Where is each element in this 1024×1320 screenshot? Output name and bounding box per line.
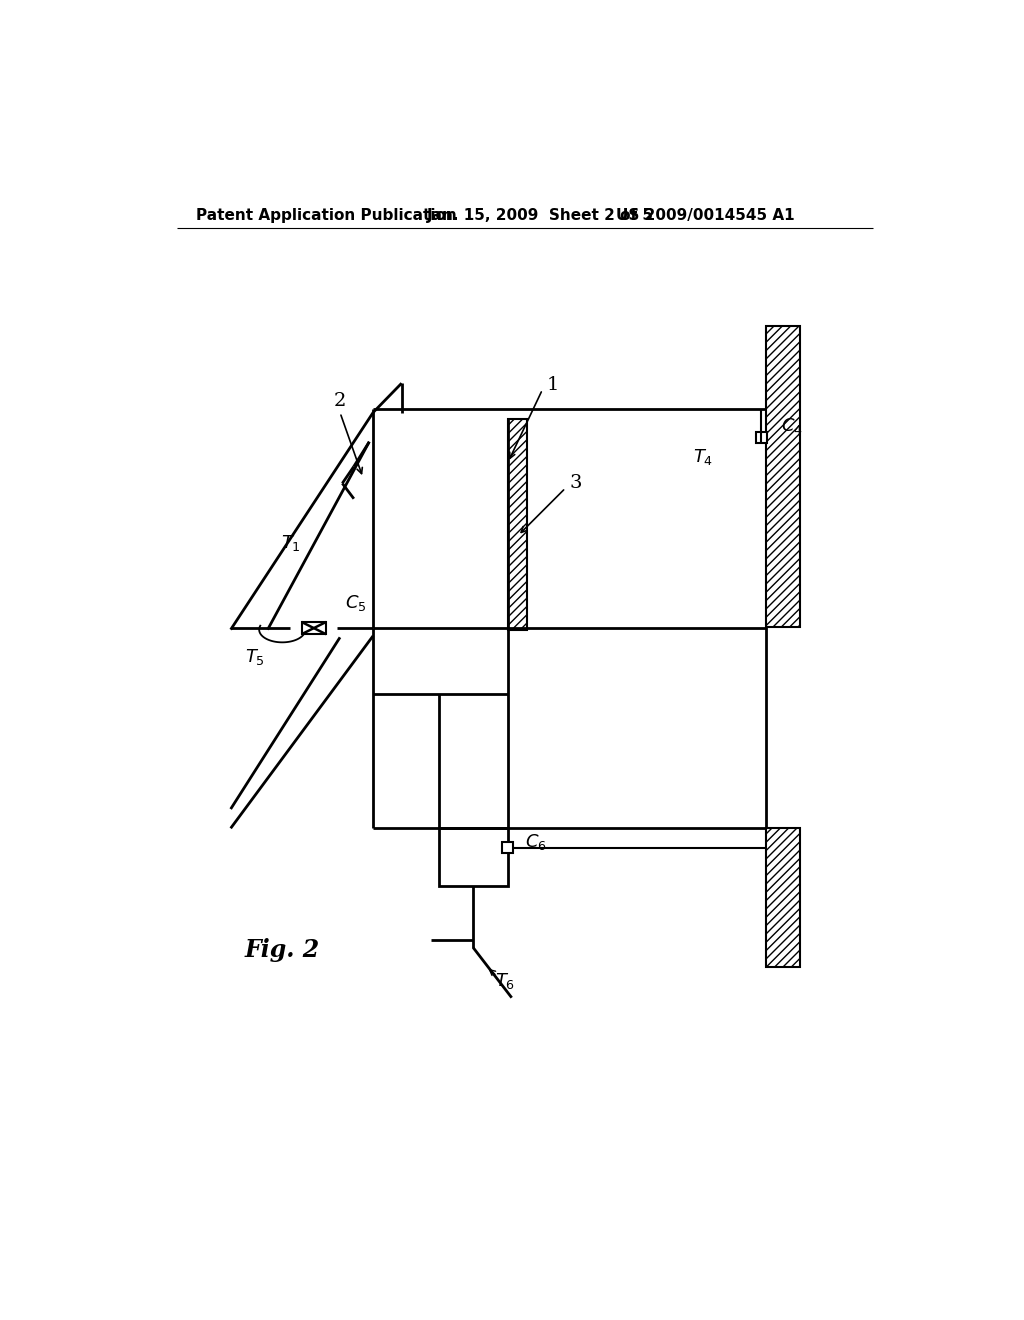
Text: $T_5$: $T_5$ xyxy=(245,647,264,668)
Text: $T_1$: $T_1$ xyxy=(282,533,301,553)
Text: Patent Application Publication: Patent Application Publication xyxy=(196,209,457,223)
Text: $C_5$: $C_5$ xyxy=(345,594,367,614)
Text: $T_6$: $T_6$ xyxy=(495,970,515,991)
Text: Fig. 2: Fig. 2 xyxy=(245,939,319,962)
Bar xyxy=(438,829,508,886)
Bar xyxy=(503,842,513,853)
Bar xyxy=(766,326,801,627)
Text: Jan. 15, 2009  Sheet 2 of 5: Jan. 15, 2009 Sheet 2 of 5 xyxy=(427,209,654,223)
Text: $C_6$: $C_6$ xyxy=(524,832,547,853)
Bar xyxy=(766,829,801,966)
Text: 3: 3 xyxy=(569,474,582,492)
Text: $T_4$: $T_4$ xyxy=(692,447,713,467)
Bar xyxy=(756,432,767,442)
Text: $C_4$: $C_4$ xyxy=(781,416,803,437)
Bar xyxy=(301,622,326,635)
Text: US 2009/0014545 A1: US 2009/0014545 A1 xyxy=(615,209,795,223)
Text: 1: 1 xyxy=(547,376,559,393)
Bar xyxy=(508,418,527,630)
Text: 2: 2 xyxy=(334,392,346,411)
